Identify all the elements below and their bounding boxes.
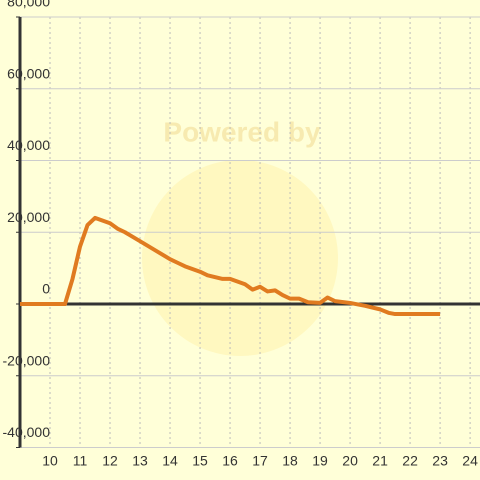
x-tick-label: 15 [192, 453, 208, 469]
series-line [20, 215, 441, 317]
x-tick-label: 12 [102, 453, 118, 469]
x-tick-label: 24 [462, 453, 478, 469]
y-tick-label: -20,000 [3, 352, 51, 368]
x-tick-label: 16 [222, 453, 238, 469]
y-tick-label: 0 [42, 281, 50, 297]
x-tick-label: 21 [372, 453, 388, 469]
x-tick-label: 18 [282, 453, 298, 469]
x-tick-label: 14 [162, 453, 178, 469]
x-tick-label: 10 [42, 453, 58, 469]
x-tick-label: 11 [73, 453, 88, 469]
x-tick-label: 17 [252, 453, 268, 469]
x-tick-label: 13 [132, 453, 148, 469]
y-tick-label: 20,000 [7, 209, 50, 225]
y-tick-label: -40,000 [3, 424, 51, 440]
x-tick-label: 23 [432, 453, 448, 469]
watermark: Powered by [163, 116, 321, 147]
y-tick-label: 80,000 [7, 0, 50, 10]
x-tick-label: 22 [402, 453, 418, 469]
watermark-logo [142, 160, 338, 356]
x-tick-label: 19 [312, 453, 328, 469]
x-tick-label: 20 [342, 453, 358, 469]
y-tick-label: 60,000 [7, 65, 50, 81]
y-tick-label: 40,000 [7, 137, 50, 153]
